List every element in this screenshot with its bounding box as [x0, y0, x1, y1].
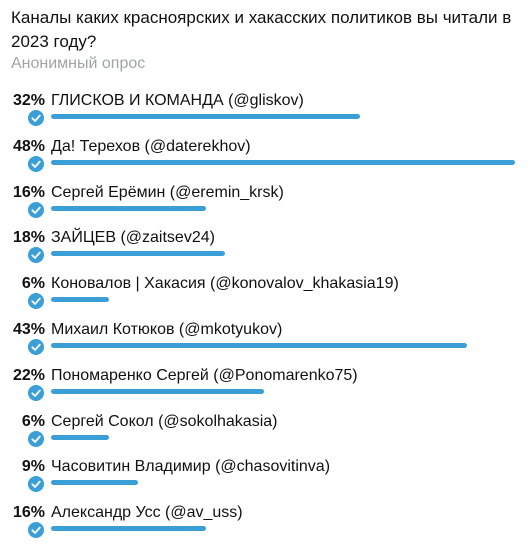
- poll-option: 43% Михаил Котюков (@mkotyukov): [0, 320, 531, 366]
- check-circle-icon: [28, 430, 44, 447]
- option-result-bar: [51, 159, 515, 165]
- check-circle-icon: [28, 339, 44, 355]
- option-result-bar: [51, 114, 360, 119]
- option-result-bar: [51, 297, 109, 303]
- poll-option: 16% Сергей Ерёмин (@eremin_krsk): [0, 183, 531, 229]
- poll-type-label: Анонимный опрос: [11, 55, 146, 72]
- option-percent: 48%: [12, 137, 45, 155]
- option-percent: 6%: [21, 412, 45, 430]
- option-percent: 16%: [12, 183, 45, 201]
- option-percent: 22%: [12, 366, 45, 384]
- option-label: Сергей Сокол (@sokolhakasia): [51, 412, 278, 430]
- option-label: ГЛИСКОВ И КОМАНДА (@gliskov): [51, 92, 304, 109]
- option-percent: 6%: [21, 275, 45, 293]
- check-circle-icon: [28, 293, 44, 310]
- option-percent: 18%: [12, 229, 45, 247]
- poll-option: 22% Пономаренко Сергей (@Ponomarenko75): [0, 366, 531, 412]
- option-label: Михаил Котюков (@mkotyukov): [51, 321, 283, 338]
- option-result-bar: [51, 205, 206, 211]
- option-result-bar: [51, 480, 138, 486]
- check-circle-icon: [28, 384, 44, 401]
- option-percent: 16%: [12, 504, 45, 522]
- option-label: Да! Терехов (@daterekhov): [51, 137, 251, 155]
- option-label: Часовитин Владимир (@chasovitinva): [51, 458, 331, 476]
- option-result-bar: [51, 526, 206, 532]
- check-circle-icon: [28, 476, 44, 493]
- poll-option: 6% Коновалов | Хакасия (@konovalov_khakas…: [0, 274, 531, 320]
- option-label: Сергей Ерёмин (@eremin_krsk): [51, 183, 284, 201]
- poll-question: Каналы каких красноярских и хакасских по…: [11, 8, 512, 51]
- poll-option: 9% Часовитин Владимир (@chasovitinva): [0, 457, 531, 503]
- poll-option: 32% ГЛИСКОВ И КОМАНДА (@gliskov): [0, 91, 531, 137]
- check-circle-icon: [28, 522, 44, 539]
- check-circle-icon: [28, 110, 44, 126]
- poll-option: 18% ЗАЙЦЕВ (@zaitsev24): [0, 228, 531, 274]
- check-circle-icon: [28, 155, 44, 172]
- option-label: Александр Усс (@av_uss): [51, 504, 243, 522]
- poll-option: 48% Да! Терехов (@daterekhov): [0, 137, 531, 183]
- option-result-bar: [51, 343, 467, 348]
- option-percent: 32%: [12, 92, 45, 109]
- check-circle-icon: [28, 201, 44, 218]
- poll-option: 16% Александр Усс (@av_uss): [0, 503, 531, 549]
- option-result-bar: [51, 388, 264, 394]
- option-percent: 43%: [12, 321, 45, 338]
- option-percent: 9%: [21, 458, 45, 476]
- check-circle-icon: [28, 247, 44, 264]
- option-label: ЗАЙЦЕВ (@zaitsev24): [51, 229, 215, 247]
- option-result-bar: [51, 251, 225, 257]
- poll-option: 6% Сергей Сокол (@sokolhakasia): [0, 412, 531, 458]
- option-label: Пономаренко Сергей (@Ponomarenko75): [51, 366, 358, 384]
- option-label: Коновалов | Хакасия (@konovalov_khakasia…: [51, 275, 399, 293]
- option-result-bar: [51, 434, 109, 440]
